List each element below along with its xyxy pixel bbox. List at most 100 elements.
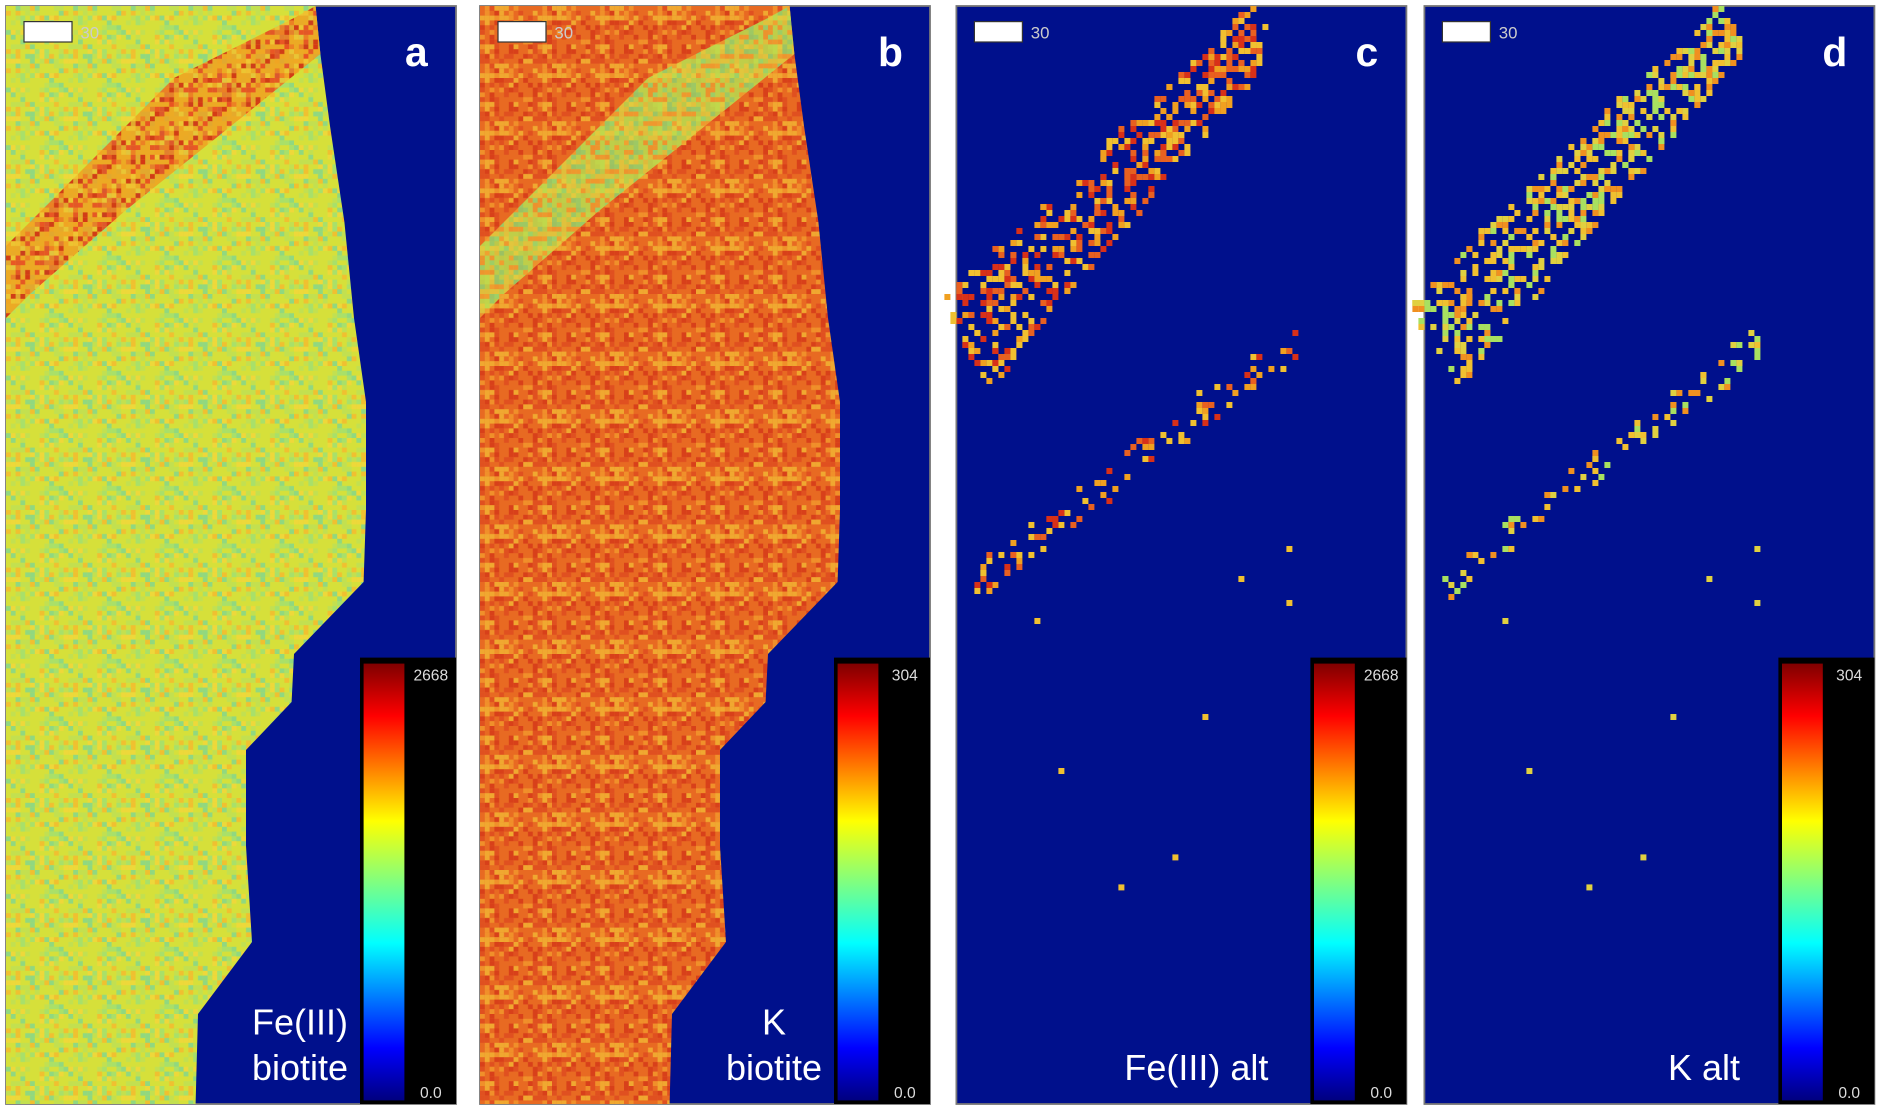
pixel — [1142, 156, 1149, 162]
pixel — [1676, 390, 1683, 397]
pixel — [998, 306, 1005, 312]
pixel — [1004, 366, 1011, 372]
pixel — [1550, 492, 1557, 499]
pixel — [1046, 306, 1053, 312]
pixel — [1550, 258, 1557, 264]
pixel — [1040, 222, 1047, 229]
pixel — [1184, 144, 1191, 150]
pixel — [1466, 294, 1473, 300]
pixel — [1076, 234, 1083, 241]
pixel — [1046, 204, 1053, 211]
pixel — [980, 372, 987, 378]
pixel — [1484, 228, 1491, 235]
pixel — [1202, 84, 1209, 90]
pixel — [992, 288, 999, 294]
pixel — [1016, 282, 1023, 288]
pixel — [992, 366, 999, 372]
pixel — [992, 582, 999, 588]
pixel — [1556, 186, 1563, 192]
pixel — [1496, 246, 1503, 253]
pixel — [1490, 276, 1497, 282]
pixel — [1022, 252, 1029, 258]
pixel — [1088, 192, 1095, 198]
pixel — [1124, 198, 1131, 205]
pixel — [1550, 198, 1557, 205]
pixel — [1148, 444, 1155, 451]
pixel — [1508, 216, 1515, 223]
pixel — [1496, 276, 1503, 282]
pixel — [1460, 582, 1467, 588]
pixel — [1250, 72, 1257, 78]
pixel — [1682, 114, 1689, 121]
pixel — [1706, 396, 1713, 403]
pixel — [998, 354, 1005, 360]
pixel — [1442, 336, 1449, 342]
pixel — [1490, 222, 1497, 229]
pixel — [1160, 120, 1167, 127]
pixel — [1694, 84, 1701, 90]
pixel — [1052, 222, 1059, 229]
pixel — [1232, 24, 1239, 30]
pixel — [1724, 378, 1731, 384]
pixel — [1586, 192, 1593, 198]
pixel — [1490, 252, 1497, 258]
pixel — [1490, 288, 1497, 294]
pixel — [1076, 258, 1083, 264]
pixel — [1106, 138, 1113, 144]
pixel — [1694, 390, 1701, 397]
pixel — [1256, 372, 1263, 378]
pixel — [1454, 318, 1461, 324]
scale-label: 30 — [1499, 23, 1518, 42]
pixel — [1616, 150, 1623, 156]
pixel — [1598, 204, 1605, 211]
pixel — [1484, 330, 1491, 336]
pixel — [1598, 120, 1605, 127]
pixel — [1442, 318, 1449, 324]
pixel — [1148, 132, 1155, 138]
pixel — [1010, 300, 1017, 306]
pixel — [998, 372, 1005, 378]
pixel — [1016, 564, 1023, 570]
pixel — [1088, 228, 1095, 235]
pixel — [1460, 348, 1467, 354]
pixel — [980, 270, 987, 276]
pixel — [998, 360, 1005, 366]
pixel — [1478, 354, 1485, 360]
pixel — [1178, 438, 1185, 445]
pixel — [1598, 138, 1605, 144]
pixel — [1436, 300, 1443, 306]
pixel — [1694, 102, 1701, 109]
pixel — [1586, 228, 1593, 235]
pixel — [1706, 18, 1713, 24]
pixel — [1586, 144, 1593, 150]
pixel — [1586, 462, 1593, 469]
pixel — [1700, 54, 1707, 61]
pixel — [1724, 48, 1731, 54]
scale-bar — [23, 21, 73, 43]
pixel — [1178, 138, 1185, 144]
pixel — [1052, 252, 1059, 258]
pixel — [1706, 90, 1713, 96]
pixel — [1100, 174, 1107, 180]
pixel — [1118, 132, 1125, 138]
pixel — [1544, 216, 1551, 223]
pixel — [1046, 264, 1053, 270]
pixel — [1184, 102, 1191, 109]
pixel — [1202, 408, 1209, 415]
pixel — [1538, 516, 1545, 522]
pixel — [1232, 390, 1239, 397]
pixel — [1508, 516, 1515, 522]
pixel — [1562, 216, 1569, 223]
pixel — [1610, 192, 1617, 198]
pixel — [1220, 102, 1227, 109]
pixel — [1106, 228, 1113, 235]
pixel — [1052, 522, 1059, 528]
pixel — [1550, 246, 1557, 253]
pixel — [1580, 180, 1587, 186]
pixel — [1214, 96, 1221, 102]
pixel — [1250, 378, 1257, 384]
pixel — [1160, 156, 1167, 162]
pixel — [1556, 168, 1563, 174]
pixel — [1004, 282, 1011, 288]
